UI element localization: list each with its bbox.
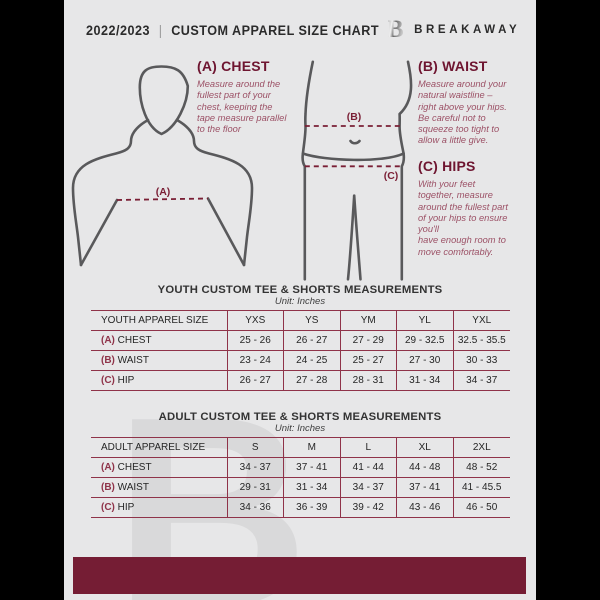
- svg-text:(B): (B): [347, 111, 362, 123]
- svg-text:(C): (C): [384, 170, 399, 182]
